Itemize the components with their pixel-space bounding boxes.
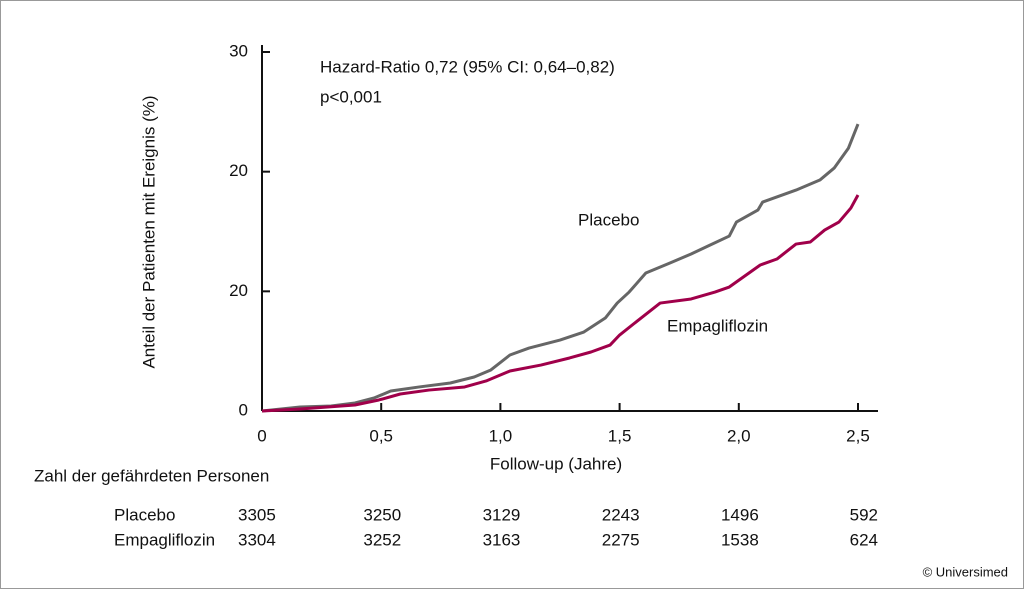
credit: © Universimed	[923, 564, 1008, 579]
y-tick-label: 20	[229, 281, 248, 300]
risk-value: 624	[850, 530, 878, 549]
x-tick-label: 0,5	[369, 426, 393, 445]
risk-row-name: Empagliflozin	[114, 530, 215, 549]
risk-value: 3250	[363, 505, 401, 524]
risk-value: 3163	[483, 530, 521, 549]
annotation: p<0,001	[320, 87, 382, 106]
risk-value: 1538	[721, 530, 759, 549]
x-axis-label: Follow-up (Jahre)	[490, 454, 622, 473]
x-tick-label: 2,0	[727, 426, 751, 445]
risk-value: 3304	[238, 530, 276, 549]
risk-value: 1496	[721, 505, 759, 524]
series-label: Empagliflozin	[667, 316, 768, 335]
risk-value: 3305	[238, 505, 276, 524]
x-tick-label: 1,0	[489, 426, 513, 445]
y-tick-label: 30	[229, 41, 248, 60]
series-line	[261, 194, 860, 413]
x-tick-label: 1,5	[608, 426, 632, 445]
risk-value: 3129	[483, 505, 521, 524]
risk-value: 2275	[602, 530, 640, 549]
x-tick-label: 0	[257, 426, 266, 445]
y-tick-label: 20	[229, 161, 248, 180]
series-line	[261, 123, 860, 413]
y-tick-label: 0	[239, 400, 248, 419]
risk-value: 2243	[602, 505, 640, 524]
series-label: Placebo	[578, 210, 639, 229]
risk-value: 592	[850, 505, 878, 524]
y-axis-label: Anteil der Patienten mit Ereignis (%)	[139, 95, 158, 368]
x-tick-label: 2,5	[846, 426, 870, 445]
risk-row-name: Placebo	[114, 505, 175, 524]
risk-table-title: Zahl der gefährdeten Personen	[34, 466, 269, 485]
annotation: Hazard-Ratio 0,72 (95% CI: 0,64–0,82)	[320, 57, 615, 76]
risk-value: 3252	[363, 530, 401, 549]
